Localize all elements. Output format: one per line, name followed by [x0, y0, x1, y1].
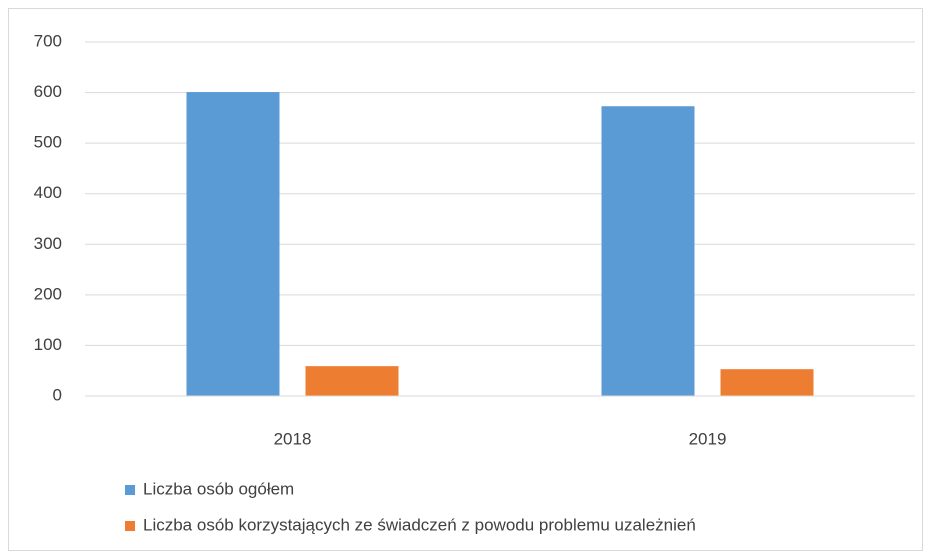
- x-tick-label: 2019: [689, 429, 727, 448]
- chart-border: [8, 8, 923, 551]
- bar: [720, 369, 814, 396]
- legend-label: Liczba osób ogółem: [143, 479, 294, 498]
- y-tick-label: 400: [34, 183, 62, 202]
- legend-swatch: [125, 521, 135, 531]
- y-tick-label: 300: [34, 234, 62, 253]
- y-tick-label: 700: [34, 31, 62, 50]
- y-tick-label: 500: [34, 133, 62, 152]
- bar: [305, 366, 399, 396]
- legend-swatch: [125, 485, 135, 495]
- legend-label: Liczba osób korzystających ze świadczeń …: [143, 515, 696, 534]
- bar: [186, 92, 280, 397]
- y-tick-label: 0: [53, 385, 62, 404]
- x-tick-label: 2018: [274, 429, 312, 448]
- y-tick-label: 200: [34, 284, 62, 303]
- y-tick-label: 100: [34, 335, 62, 354]
- y-tick-label: 600: [34, 82, 62, 101]
- bar: [601, 106, 695, 397]
